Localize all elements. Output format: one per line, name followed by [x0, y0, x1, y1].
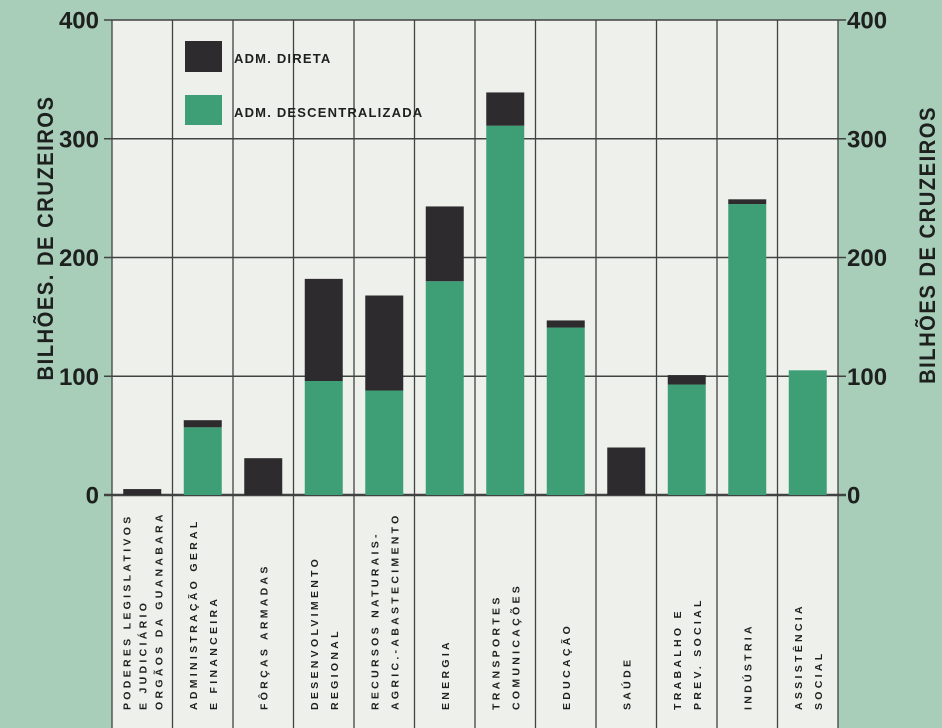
category-label: ADMINISTRAÇÃO GERAL — [187, 518, 200, 710]
category-label: DESENVOLVIMENTO — [309, 556, 321, 710]
category-label: E JUDICIÁRIO — [136, 600, 149, 710]
bar-adm-descentralizada-6 — [425, 281, 464, 495]
legend-swatch-adm-descentralizada — [185, 95, 222, 125]
category-label: ORGÃOS DA GUANABARA — [152, 511, 165, 710]
y-axis-title-left: BILHÕES. DE CRUZEIROS — [33, 96, 58, 381]
bar-adm-direta-3 — [244, 458, 283, 495]
bar-adm-direta-1 — [123, 489, 162, 495]
category-label: SOCIAL — [813, 651, 825, 710]
bar-adm-descentralizada-2 — [183, 427, 222, 495]
category-label: TRABALHO E — [672, 608, 684, 710]
category-label: REGIONAL — [329, 628, 341, 710]
category-label: FÔRÇAS ARMADAS — [257, 563, 270, 710]
bar-adm-descentralizada-12 — [788, 370, 827, 495]
legend-label-adm-direta: ADM. DIRETA — [234, 51, 331, 66]
category-labels: PODERES LEGISLATIVOS E JUDICIÁRIO ORGÃOS D… — [121, 511, 825, 710]
category-label: PREV. SOCIAL — [692, 597, 704, 710]
category-label: EDUCAÇÃO — [560, 623, 573, 710]
y-tick-label-right: 300 — [847, 126, 887, 153]
y-tick-label-right: 200 — [847, 245, 887, 272]
bar-adm-direta-2 — [183, 420, 222, 428]
y-tick-label-left: 200 — [59, 245, 99, 272]
legend-swatch-adm-direta — [185, 41, 222, 72]
category-label: RECURSOS NATURAIS- — [369, 531, 381, 710]
legend-label-adm-descentralizada: ADM. DESCENTRALIZADA — [234, 105, 423, 120]
category-label: ASSISTÊNCIA — [792, 603, 805, 710]
y-tick-labels: 0 0 100 100 200 200 300 300 400 400 — [59, 8, 887, 510]
category-label: COMUNICAÇÕES — [509, 583, 522, 710]
horizontal-gridlines — [104, 19, 846, 497]
legend: ADM. DIRETA ADM. DESCENTRALIZADA — [185, 41, 423, 125]
bar-adm-direta-5 — [365, 295, 404, 391]
bar-adm-direta-6 — [425, 206, 464, 282]
y-tick-label-right: 100 — [847, 364, 887, 391]
bar-adm-descentralizada-8 — [546, 327, 585, 495]
y-tick-label-right: 0 — [847, 483, 860, 510]
bar-adm-descentralizada-4 — [304, 381, 343, 495]
category-label: ENERGIA — [440, 639, 452, 710]
category-label: E FINANCEIRA — [208, 596, 220, 710]
bar-adm-direta-4 — [304, 278, 343, 381]
bar-adm-direta-9 — [607, 447, 646, 495]
bar-adm-direta-10 — [667, 375, 706, 385]
bar-adm-direta-8 — [546, 320, 585, 328]
category-label: INDÚSTRIA — [741, 623, 754, 710]
bar-adm-descentralizada-10 — [667, 384, 706, 495]
y-tick-label-left: 100 — [59, 364, 99, 391]
category-label: AGRIC.-ABASTECIMENTO — [389, 512, 401, 710]
y-tick-label-left: 400 — [59, 8, 99, 35]
category-label: SAÚDE — [620, 657, 633, 710]
bar-adm-descentralizada-7 — [486, 125, 525, 495]
bar-adm-descentralizada-5 — [365, 390, 404, 495]
category-label: PODERES LEGISLATIVOS — [121, 514, 133, 711]
y-tick-label-left: 300 — [59, 126, 99, 153]
y-tick-label-right: 400 — [847, 8, 887, 35]
bar-adm-direta-7 — [486, 92, 525, 126]
bars — [123, 92, 827, 495]
y-tick-label-left: 0 — [86, 483, 99, 510]
bar-adm-direta-11 — [728, 199, 767, 205]
category-label: TRANSPORTES — [490, 594, 502, 710]
y-axis-title-right: BILHÕES DE CRUZEIROS — [915, 106, 940, 384]
bar-adm-descentralizada-11 — [728, 204, 767, 495]
